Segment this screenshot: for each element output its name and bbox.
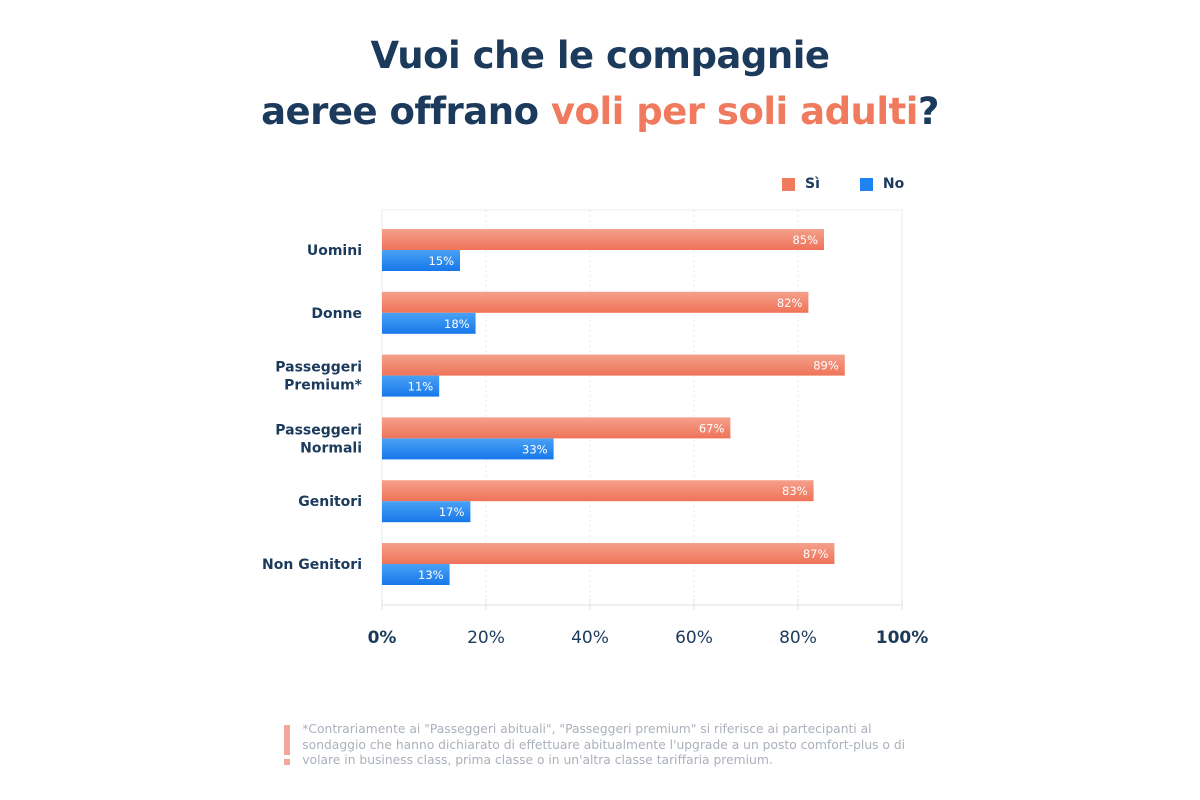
x-tick-label: 20%: [467, 628, 505, 648]
legend-label-no: No: [882, 176, 905, 192]
data-label-si: 85%: [792, 233, 818, 247]
bar-no: [382, 501, 471, 523]
legend-item-no: No: [859, 176, 905, 192]
bar-group: 82% 18%: [382, 291, 809, 334]
x-axis: 0% 20% 40% 60% 80% 100%: [368, 599, 929, 648]
bar-no: [382, 250, 460, 271]
data-label-no: 13%: [418, 568, 444, 582]
footnote: *Contrariamente ai "Passeggeri abituali"…: [284, 722, 924, 769]
bar-si: [382, 543, 835, 564]
title-highlight: voli per soli adulti: [550, 90, 919, 133]
bar-si: [382, 291, 809, 313]
bar-si: [382, 354, 845, 376]
bar-no: [382, 438, 554, 460]
data-label-no: 15%: [428, 254, 454, 268]
bar-no: [382, 564, 450, 585]
category-label: Non Genitori: [262, 557, 362, 573]
x-tick-label: 40%: [571, 628, 609, 648]
legend-label-si: Sì: [805, 176, 820, 192]
category-label: Premium*: [284, 378, 363, 394]
bars: 85% 15% 82% 18% 89% 11% 67% 33% 83% 17% 87% 13%: [382, 229, 845, 585]
footnote-text: *Contrariamente ai "Passeggeri abituali"…: [302, 722, 906, 767]
data-label-no: 33%: [522, 442, 548, 456]
y-axis-labels: Uomini Donne Passeggeri Premium* Passeggeri N…: [262, 243, 363, 573]
bar-group: 87% 13%: [382, 543, 835, 585]
category-label: Passeggeri: [275, 360, 362, 376]
title-line-2-suffix: ?: [917, 90, 939, 133]
exclamation-icon: [284, 722, 290, 769]
x-tick-label: 0%: [368, 628, 397, 648]
category-label: Genitori: [298, 494, 362, 510]
category-label: Donne: [311, 306, 362, 322]
bar-si: [382, 480, 814, 502]
data-label-si: 67%: [699, 421, 725, 435]
category-label: Passeggeri: [275, 422, 362, 438]
bar-group: 89% 11%: [382, 354, 845, 397]
bar-no: [382, 375, 440, 397]
x-tick-label: 100%: [876, 628, 929, 648]
title-line-2-prefix: aeree offrano: [261, 90, 551, 133]
bar-group: 67% 33%: [382, 417, 731, 460]
bar-group: 85% 15%: [382, 229, 824, 271]
data-label-no: 11%: [408, 380, 434, 394]
data-label-si: 89%: [813, 359, 839, 373]
title-line-2: aeree offrano voli per soli adulti?: [0, 84, 1200, 140]
legend-swatch-si: [782, 177, 795, 191]
data-label-si: 82%: [777, 296, 803, 310]
chart-title: Vuoi che le compagnie aeree offrano voli…: [0, 28, 1200, 140]
bar-no: [382, 312, 476, 334]
bar-si: [382, 417, 731, 439]
x-tick-label: 80%: [779, 628, 817, 648]
bar-si: [382, 229, 824, 250]
x-tick-label: 60%: [675, 628, 713, 648]
category-label: Normali: [300, 440, 362, 456]
data-label-si: 83%: [782, 484, 808, 498]
legend: Sì No: [782, 176, 944, 192]
data-label-si: 87%: [803, 547, 829, 561]
data-label-no: 18%: [444, 317, 470, 331]
category-label: Uomini: [307, 243, 362, 259]
gridlines: [381, 209, 903, 605]
data-label-no: 17%: [439, 505, 465, 519]
title-line-1: Vuoi che le compagnie: [370, 34, 830, 77]
legend-swatch-no: [859, 177, 873, 191]
legend-item-si: Sì: [782, 176, 820, 192]
bar-group: 83% 17%: [382, 480, 814, 523]
